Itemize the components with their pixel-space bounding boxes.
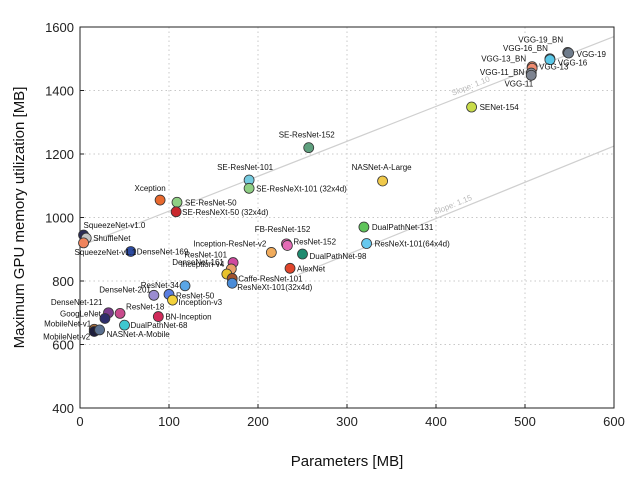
axis-ticks: 0 100 200 300 400 500 600 400 600 800 1000 1200 1400… (45, 20, 625, 429)
point-label-se-resnet-50: SE-ResNet-50 (185, 198, 237, 207)
point-label-resnet-34: ResNet-34 (141, 281, 180, 290)
point-densenet-169 (125, 246, 137, 257)
point-label-mobilenet-v2: MobileNet-v2 (43, 332, 91, 341)
point-label-se-resnet-101: SE-ResNet-101 (217, 163, 274, 172)
point-vgg-16 (544, 54, 556, 66)
x-tick-label: 0 (76, 414, 83, 429)
point-label-fb-resnet-152: FB-ResNet-152 (255, 225, 311, 234)
point-se-resnext-50-32x4d (170, 206, 182, 218)
point-label-inception-resnet-v2: Inception-ResNet-v2 (193, 239, 266, 248)
point-resnext-101-64x4d (361, 238, 372, 249)
x-tick-label: 200 (247, 414, 269, 429)
point-bn-inception (152, 311, 164, 322)
point-label-shufflenet: ShuffleNet (93, 234, 131, 243)
point-inception-resnet-v2 (265, 247, 277, 258)
point-xception (154, 194, 166, 206)
point-resnet-152 (281, 240, 293, 251)
x-tick-label: 100 (158, 414, 180, 429)
point-squeezenet-v1-1 (78, 237, 89, 249)
grid (79, 26, 615, 409)
point-label-resnet-18: ResNet-18 (126, 302, 165, 311)
trend-line-label: Slope: 1.10 (450, 74, 491, 97)
point-dualpathnet-131 (358, 221, 370, 233)
point-label-resnet-101: ResNet-101 (184, 251, 227, 260)
point-inception-v3 (167, 294, 178, 306)
point-label-caffe-resnet-101: Caffe-ResNet-101 (238, 274, 303, 283)
point-label-squeezenet-v1-0: SqueezeNet-v1.0 (84, 221, 146, 230)
point-label-vgg-11-bn: VGG-11_BN (480, 68, 525, 77)
point-label-densenet-201: DenseNet-201 (99, 285, 151, 294)
point-label-inception-v3: Inception-v3 (179, 298, 223, 307)
y-tick-label: 400 (52, 401, 74, 416)
trend-line-label: Slope: 1.15 (432, 193, 473, 217)
point-se-resnext-101-32x4d (243, 182, 255, 194)
y-axis-title: Maximum GPU memory utilization [MB] (11, 87, 28, 349)
y-tick-label: 1400 (45, 84, 74, 99)
point-label-dualpathnet-131: DualPathNet-131 (372, 223, 434, 232)
point-label-bn-inception: BN-Inception (165, 313, 211, 322)
y-tick-label: 600 (52, 338, 74, 353)
point-vgg-11 (525, 69, 537, 81)
point-senet-154 (466, 101, 478, 113)
point-label-xception: Xception (135, 184, 166, 193)
trend-line (79, 35, 615, 247)
point-label-googlenet: GoogLeNet (60, 309, 102, 318)
point-label-vgg-16-bn: VGG-16_BN (503, 44, 548, 53)
point-label-vgg-13: VGG-13 (539, 62, 569, 71)
y-tick-label: 800 (52, 274, 74, 289)
point-resnext-101-32x4d (226, 277, 238, 289)
point-label-dualpathnet-98: DualPathNet-98 (310, 252, 367, 261)
point-alexnet (284, 262, 296, 274)
point-vgg-19 (563, 47, 575, 59)
x-tick-label: 400 (425, 414, 447, 429)
point-se-resnet-50 (171, 196, 183, 208)
point-nasnet-a-mobile (94, 324, 105, 336)
x-tick-label: 500 (514, 414, 536, 429)
point-resnet-34 (179, 280, 191, 292)
point-label-mobilenet-v1: MobileNet-v1 (44, 319, 92, 328)
point-label-nasnet-a-mobile: NASNet-A-Mobile (107, 330, 171, 339)
point-label-se-resnext-50-32x4d: SE-ResNeXt-50 (32x4d) (182, 208, 269, 217)
point-label-senet-154: SENet-154 (480, 103, 520, 112)
point-label-squeezenet-v1-1: SqueezeNet-v1.1 (75, 248, 137, 257)
point-label-se-resnet-152: SE-ResNet-152 (279, 131, 336, 140)
point-label-vgg-19: VGG-19 (577, 50, 607, 59)
point-label-densenet-169: DenseNet-169 (137, 247, 189, 256)
point-label-resnext-101-64x4d: ResNeXt-101(64x4d) (375, 240, 450, 249)
point-resnet-18 (114, 307, 126, 319)
x-tick-label: 300 (336, 414, 358, 429)
x-axis-title: Parameters [MB] (291, 453, 404, 470)
point-label-vgg-11: VGG-11 (504, 79, 533, 88)
point-label-densenet-121: DenseNet-121 (51, 298, 103, 307)
x-tick-label: 600 (603, 414, 625, 429)
y-tick-label: 1200 (45, 147, 74, 162)
point-label-resnet-50: ResNet-50 (176, 291, 215, 300)
point-densenet-201 (148, 289, 160, 301)
point-label-alexnet: AlexNet (297, 264, 326, 273)
point-label-nasnet-a-large: NASNet-A-Large (352, 163, 413, 172)
point-dualpathnet-68 (119, 319, 130, 331)
point-label-vgg-16: VGG-16 (558, 59, 588, 68)
point-se-resnet-152 (303, 142, 315, 154)
point-label-se-resnext-101-32x4d: SE-ResNeXt-101 (32x4d) (256, 184, 347, 193)
point-label-resnet-152: ResNet-152 (293, 237, 336, 246)
point-labels: VGG-19_BN VGG-19 VGG-16_BN VGG-16 VGG-13_BN V… (43, 35, 606, 341)
point-nasnet-a-large (377, 175, 389, 187)
point-dualpathnet-98 (297, 248, 308, 260)
point-label-inception-v4: Inception-v4 (181, 260, 225, 269)
y-tick-label: 1000 (45, 211, 74, 226)
trend-line (297, 145, 615, 276)
point-label-densenet-161: DenseNet-161 (172, 258, 224, 267)
point-label-vgg-19-bn: VGG-19_BN (518, 35, 563, 44)
point-label-dualpathnet-68: DualPathNet-68 (131, 321, 188, 330)
point-googlenet (99, 313, 111, 324)
point-label-vgg-13-bn: VGG-13_BN (481, 55, 526, 64)
point-label-resnext-101-32x4d: ResNeXt-101(32x4d) (237, 283, 312, 292)
y-tick-label: 1600 (45, 20, 74, 35)
data-points (78, 47, 575, 337)
